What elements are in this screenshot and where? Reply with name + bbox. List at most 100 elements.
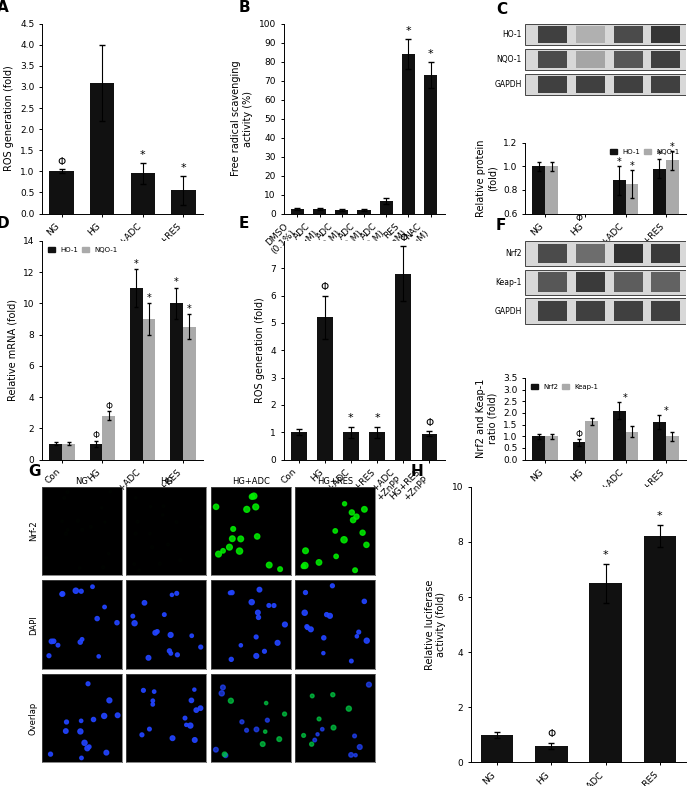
- Point: [164, 645, 175, 657]
- Bar: [626, 184, 638, 285]
- Point: [57, 515, 68, 527]
- Bar: [538, 51, 567, 68]
- Point: [217, 681, 228, 694]
- Point: [350, 749, 361, 762]
- Point: [272, 637, 284, 649]
- Bar: [335, 210, 349, 214]
- Point: [268, 599, 279, 612]
- Point: [130, 491, 141, 504]
- Point: [300, 545, 311, 557]
- Bar: [626, 432, 638, 460]
- Point: [330, 524, 341, 537]
- Point: [225, 586, 236, 599]
- Point: [76, 585, 87, 597]
- Bar: [525, 270, 686, 295]
- Point: [351, 630, 363, 643]
- Point: [167, 589, 178, 601]
- Point: [79, 736, 90, 749]
- Bar: [652, 273, 680, 292]
- Point: [246, 490, 258, 503]
- Bar: [613, 273, 643, 292]
- Text: *: *: [181, 163, 186, 173]
- Bar: [612, 410, 626, 460]
- Point: [172, 648, 183, 661]
- Bar: [545, 167, 558, 285]
- Point: [306, 738, 317, 751]
- Point: [226, 586, 237, 599]
- Bar: [644, 537, 676, 762]
- Text: Φ: Φ: [547, 729, 556, 739]
- Point: [60, 527, 71, 540]
- Point: [59, 491, 70, 504]
- Point: [260, 696, 272, 709]
- Point: [264, 559, 275, 571]
- Text: H: H: [411, 464, 424, 479]
- Point: [93, 650, 104, 663]
- Point: [338, 534, 349, 546]
- Point: [354, 740, 365, 753]
- Point: [189, 683, 200, 696]
- Bar: [90, 83, 114, 214]
- Text: *: *: [134, 259, 139, 269]
- Point: [343, 703, 354, 715]
- Point: [263, 599, 274, 612]
- Point: [262, 714, 273, 726]
- Point: [309, 734, 321, 747]
- Point: [314, 556, 325, 569]
- Bar: [172, 190, 196, 214]
- Bar: [143, 319, 155, 460]
- Text: E: E: [239, 216, 248, 231]
- Bar: [575, 51, 605, 68]
- Text: Φ: Φ: [321, 282, 329, 292]
- Bar: [525, 74, 686, 95]
- Point: [346, 748, 357, 761]
- Bar: [652, 51, 680, 68]
- Bar: [652, 244, 680, 263]
- Point: [144, 723, 155, 736]
- Point: [252, 606, 263, 619]
- Point: [167, 732, 178, 744]
- Point: [227, 532, 238, 545]
- Bar: [538, 301, 567, 321]
- Point: [87, 580, 98, 593]
- Point: [139, 597, 150, 609]
- Bar: [652, 76, 680, 93]
- Point: [157, 509, 168, 521]
- Bar: [369, 432, 385, 460]
- Point: [97, 561, 108, 574]
- Point: [246, 596, 258, 608]
- Point: [62, 486, 73, 498]
- Text: *: *: [147, 293, 151, 303]
- Point: [225, 695, 237, 707]
- Point: [301, 620, 312, 633]
- Point: [101, 747, 112, 759]
- Point: [99, 601, 110, 613]
- Point: [45, 747, 56, 760]
- Point: [104, 694, 115, 707]
- Text: *: *: [374, 413, 380, 424]
- Point: [274, 563, 286, 575]
- Point: [127, 610, 139, 623]
- Title: NG: NG: [76, 477, 88, 486]
- Point: [144, 527, 155, 540]
- Text: Φ: Φ: [575, 214, 582, 222]
- Point: [99, 710, 110, 722]
- Point: [353, 626, 364, 638]
- Bar: [545, 436, 558, 460]
- Point: [298, 560, 309, 573]
- Title: HG: HG: [160, 477, 173, 486]
- Y-axis label: Overlap: Overlap: [29, 702, 38, 735]
- Point: [132, 516, 144, 528]
- Point: [361, 634, 372, 647]
- Point: [259, 645, 270, 658]
- Point: [363, 678, 374, 691]
- Point: [357, 527, 368, 539]
- Point: [181, 718, 192, 731]
- Text: NQO-1: NQO-1: [496, 55, 522, 64]
- Point: [152, 625, 163, 637]
- Bar: [525, 49, 686, 71]
- Point: [234, 545, 245, 557]
- Text: Φ: Φ: [92, 432, 99, 440]
- Point: [220, 749, 231, 762]
- Point: [241, 503, 253, 516]
